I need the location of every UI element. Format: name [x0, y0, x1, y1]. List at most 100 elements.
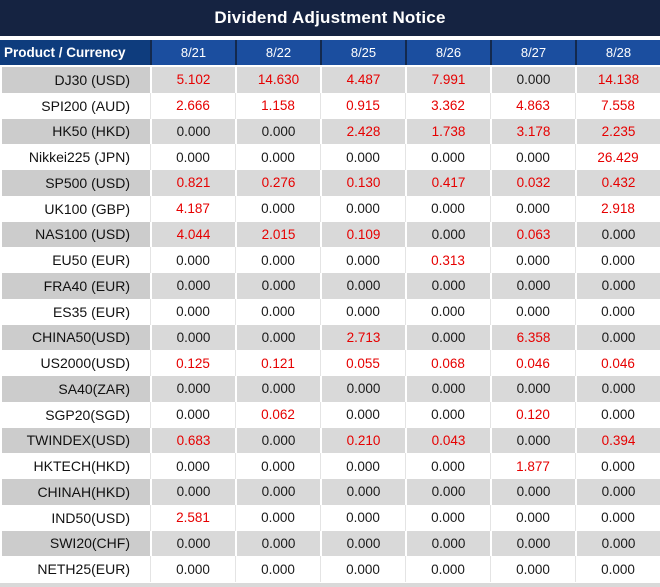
- product-cell: SPI200 (AUD): [0, 92, 150, 119]
- value-cell: 0.000: [320, 479, 405, 505]
- value-cell: 0.000: [405, 298, 490, 325]
- value-cell: 0.000: [150, 376, 235, 402]
- value-cell: 0.000: [405, 324, 490, 351]
- value-cell: 0.000: [405, 504, 490, 531]
- value-cell: 0.000: [320, 247, 405, 273]
- table-row: NETH25(EUR) 0.000 0.000 0.000 0.000 0.000 0.00…: [0, 556, 660, 582]
- value-cell: 0.000: [320, 376, 405, 402]
- header-date-cell: 8/25: [320, 40, 405, 65]
- value-cell: 0.683: [150, 427, 235, 454]
- value-cell: 2.428: [320, 118, 405, 145]
- value-cell: 0.000: [575, 298, 660, 325]
- value-cell: 0.000: [575, 324, 660, 351]
- table-row: ES35 (EUR) 0.000 0.000 0.000 0.000 0.000 0.000: [0, 298, 660, 325]
- value-cell: 0.000: [490, 273, 575, 299]
- value-cell: 0.417: [405, 170, 490, 196]
- value-cell: 0.000: [490, 144, 575, 170]
- value-cell: 0.000: [150, 298, 235, 325]
- table-row: Nikkei225 (JPN) 0.000 0.000 0.000 0.000 0.000…: [0, 144, 660, 170]
- bottom-strip: [0, 582, 660, 587]
- value-cell: 0.000: [235, 504, 320, 531]
- value-cell: 0.000: [235, 453, 320, 479]
- value-cell: 2.581: [150, 504, 235, 531]
- value-cell: 0.055: [320, 350, 405, 376]
- value-cell: 1.877: [490, 453, 575, 479]
- value-cell: 0.000: [235, 144, 320, 170]
- product-cell: SWI20(CHF): [0, 530, 150, 557]
- value-cell: 0.130: [320, 170, 405, 196]
- value-cell: 0.063: [490, 221, 575, 248]
- value-cell: 0.000: [405, 144, 490, 170]
- product-cell: US2000(USD): [0, 350, 150, 376]
- value-cell: 0.062: [235, 401, 320, 428]
- table-row: SA40(ZAR) 0.000 0.000 0.000 0.000 0.000 0.000: [0, 376, 660, 402]
- product-cell: EU50 (EUR): [0, 247, 150, 273]
- value-cell: 3.178: [490, 118, 575, 145]
- product-cell: HK50 (HKD): [0, 118, 150, 145]
- product-cell: CHINA50(USD): [0, 324, 150, 351]
- table-row: HKTECH(HKD) 0.000 0.000 0.000 0.000 1.877 0.00…: [0, 453, 660, 479]
- value-cell: 0.000: [405, 221, 490, 248]
- value-cell: 0.000: [575, 453, 660, 479]
- header-date-cell: 8/27: [490, 40, 575, 65]
- value-cell: 0.000: [320, 298, 405, 325]
- value-cell: 0.032: [490, 170, 575, 196]
- value-cell: 0.000: [490, 530, 575, 557]
- value-cell: 0.000: [490, 427, 575, 454]
- value-cell: 0.068: [405, 350, 490, 376]
- value-cell: 4.044: [150, 221, 235, 248]
- table-header-row: Product / Currency 8/21 8/22 8/25 8/26 8/27 8…: [0, 40, 660, 65]
- value-cell: 0.000: [490, 556, 575, 582]
- value-cell: 0.000: [235, 195, 320, 222]
- value-cell: 2.713: [320, 324, 405, 351]
- value-cell: 26.429: [575, 144, 660, 170]
- value-cell: 5.102: [150, 67, 235, 93]
- value-cell: 3.362: [405, 92, 490, 119]
- value-cell: 0.000: [575, 401, 660, 428]
- table-row: SWI20(CHF) 0.000 0.000 0.000 0.000 0.000 0.000: [0, 530, 660, 557]
- value-cell: 0.000: [405, 376, 490, 402]
- value-cell: 2.918: [575, 195, 660, 222]
- value-cell: 0.125: [150, 350, 235, 376]
- value-cell: 6.358: [490, 324, 575, 351]
- value-cell: 0.000: [490, 247, 575, 273]
- value-cell: 0.000: [235, 479, 320, 505]
- value-cell: 1.738: [405, 118, 490, 145]
- table-row: SPI200 (AUD) 2.666 1.158 0.915 3.362 4.863 7.5…: [0, 92, 660, 119]
- value-cell: 0.000: [150, 118, 235, 145]
- value-cell: 0.000: [490, 376, 575, 402]
- value-cell: 0.000: [575, 376, 660, 402]
- page-title: Dividend Adjustment Notice: [214, 8, 446, 27]
- value-cell: 0.000: [235, 273, 320, 299]
- product-cell: CHINAH(HKD): [0, 479, 150, 505]
- value-cell: 0.915: [320, 92, 405, 119]
- value-cell: 0.000: [575, 221, 660, 248]
- header-product-currency: Product / Currency: [0, 40, 150, 65]
- value-cell: 0.000: [235, 324, 320, 351]
- value-cell: 0.000: [150, 144, 235, 170]
- value-cell: 0.000: [150, 530, 235, 557]
- table-row: US2000(USD) 0.125 0.121 0.055 0.068 0.046 0.04…: [0, 350, 660, 376]
- value-cell: 0.046: [575, 350, 660, 376]
- value-cell: 0.000: [150, 453, 235, 479]
- value-cell: 0.000: [150, 273, 235, 299]
- value-cell: 0.043: [405, 427, 490, 454]
- value-cell: 0.000: [405, 273, 490, 299]
- value-cell: 0.000: [320, 453, 405, 479]
- value-cell: 0.000: [405, 401, 490, 428]
- value-cell: 0.313: [405, 247, 490, 273]
- table-row: EU50 (EUR) 0.000 0.000 0.000 0.313 0.000 0.000: [0, 247, 660, 273]
- product-cell: FRA40 (EUR): [0, 273, 150, 299]
- product-cell: SA40(ZAR): [0, 376, 150, 402]
- value-cell: 0.000: [490, 67, 575, 93]
- value-cell: 0.000: [320, 401, 405, 428]
- value-cell: 4.487: [320, 67, 405, 93]
- value-cell: 7.991: [405, 67, 490, 93]
- value-cell: 0.000: [490, 504, 575, 531]
- value-cell: 0.000: [405, 530, 490, 557]
- table-row: UK100 (GBP) 4.187 0.000 0.000 0.000 0.000 2.91…: [0, 195, 660, 222]
- value-cell: 0.000: [150, 247, 235, 273]
- value-cell: 0.821: [150, 170, 235, 196]
- value-cell: 0.000: [320, 530, 405, 557]
- value-cell: 0.000: [575, 504, 660, 531]
